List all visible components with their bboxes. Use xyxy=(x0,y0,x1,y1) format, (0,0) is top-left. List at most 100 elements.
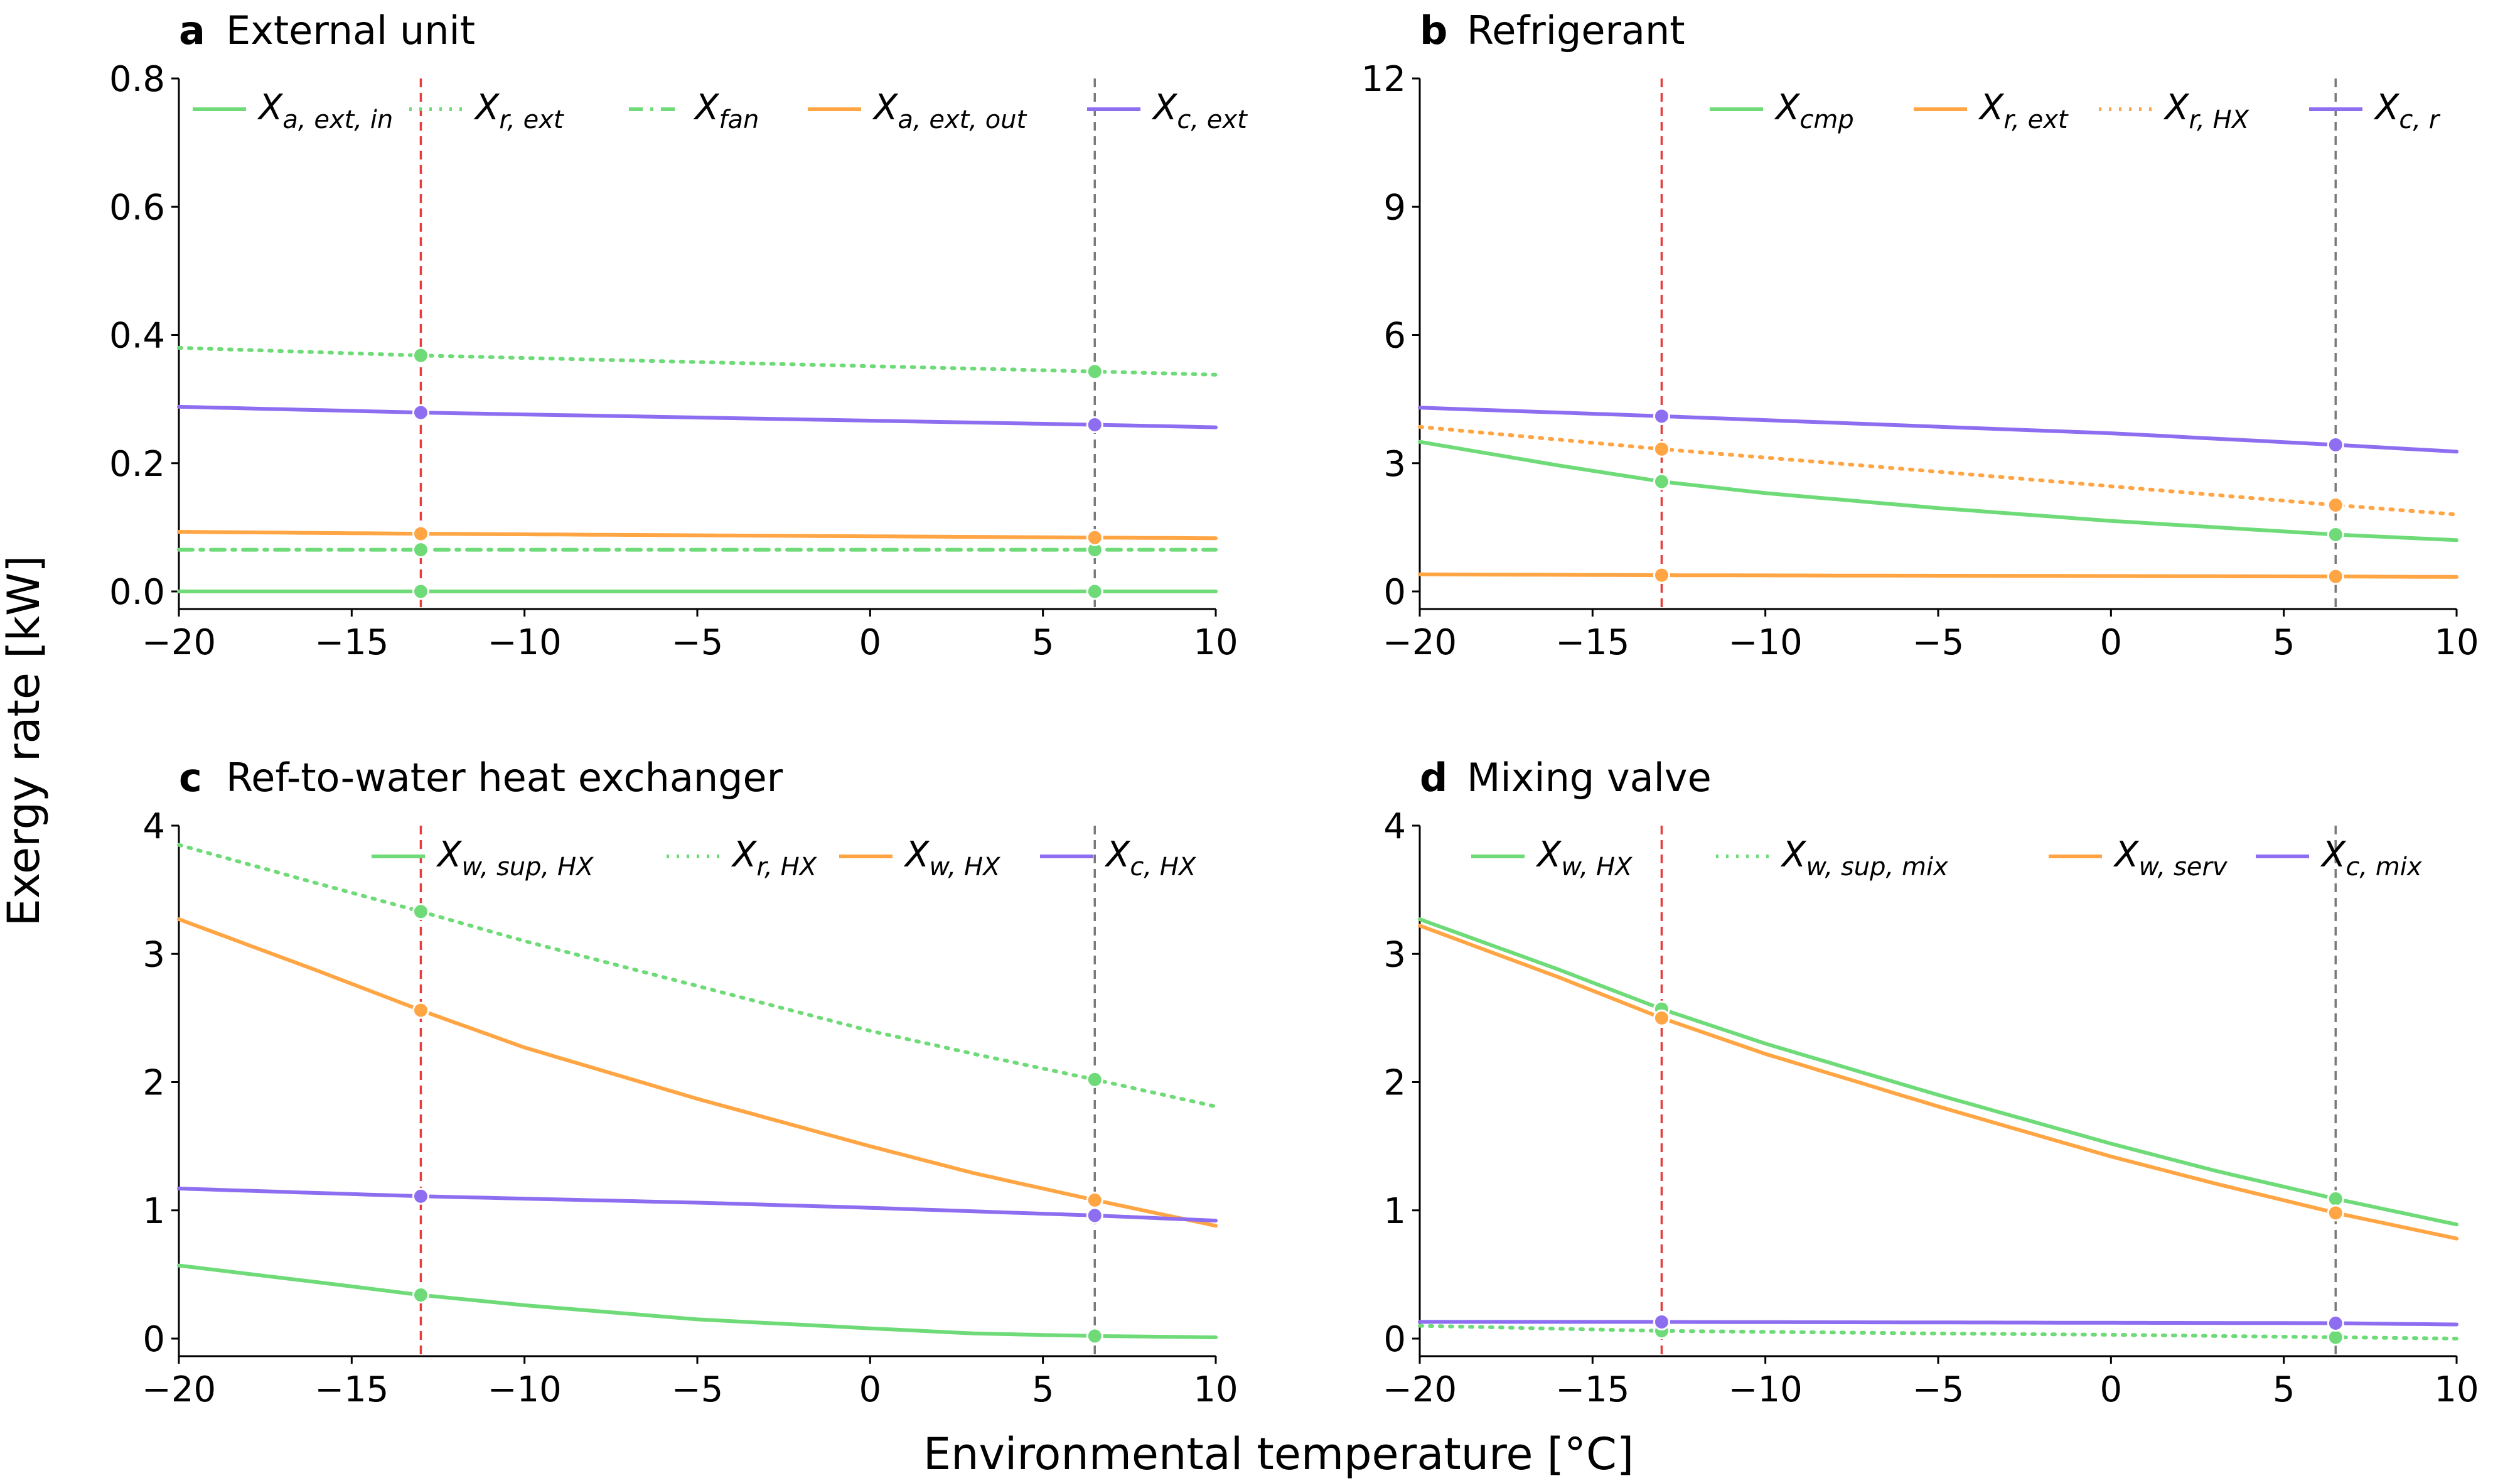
legend-entry: Xa, ext, in xyxy=(193,87,393,134)
x-tick-label: 0 xyxy=(2100,1369,2123,1410)
data-point xyxy=(2327,1190,2344,1207)
y-tick-label: 2 xyxy=(142,1063,165,1104)
panel-title: Refrigerant xyxy=(1467,8,1685,53)
y-tick-label: 0 xyxy=(1383,1319,1406,1360)
series-line-r-HX xyxy=(177,843,1218,1109)
data-point xyxy=(2327,526,2344,543)
x-axis-title: Environmental temperature [°C] xyxy=(923,1428,1634,1480)
data-point xyxy=(412,1286,429,1304)
data-point xyxy=(412,1001,429,1019)
series-line-w-sup-mix xyxy=(1418,1324,2458,1340)
series-line-cmp xyxy=(1418,440,2458,542)
x-tick-label: 10 xyxy=(2434,622,2479,663)
legend-label: Xr, HX xyxy=(731,834,818,882)
panel-letter: a xyxy=(179,8,205,53)
series-line-c-HX xyxy=(177,1187,1218,1223)
y-tick-label: 0.4 xyxy=(109,316,165,357)
legend-entry: Xr, ext xyxy=(409,87,564,134)
legend-label: Xw, sup, HX xyxy=(436,834,594,882)
x-tick-label: 0 xyxy=(2100,622,2123,663)
panel-letter: b xyxy=(1420,8,1447,53)
legend-entry: Xr, ext xyxy=(1914,87,2069,134)
y-tick-label: 0 xyxy=(1383,572,1406,613)
series-line-w-HX xyxy=(177,917,1218,1228)
legend-entry: Xc, HX xyxy=(1040,834,1197,882)
series-line-c-ext xyxy=(177,404,1218,429)
x-tick-label: 10 xyxy=(1193,1369,1238,1410)
legend-entry: Xw, sup, HX xyxy=(372,834,594,882)
x-tick-label: 0 xyxy=(859,1369,882,1410)
series-line-w-HX xyxy=(1418,917,2458,1227)
data-point xyxy=(1086,1207,1103,1224)
panel-title: Mixing valve xyxy=(1467,755,1712,801)
series-line-a-ext-out xyxy=(177,530,1218,541)
y-tick-label: 3 xyxy=(1383,934,1406,975)
data-point xyxy=(2327,1329,2344,1346)
y-tick-label: 0.2 xyxy=(109,444,165,485)
x-tick-label: −15 xyxy=(1555,1369,1629,1410)
y-axis-title: Exergy rate [kW] xyxy=(0,555,50,926)
legend-label: Xr, HX xyxy=(2163,87,2250,134)
panel-c: c Ref-to-water heat exchanger 0 1 2 3 4 −20 −15 −… xyxy=(142,755,1238,1410)
data-point xyxy=(2327,496,2344,514)
x-tick-label: −10 xyxy=(1729,622,1803,663)
y-tick-label: 0.8 xyxy=(109,59,165,100)
legend-label: Xw, serv xyxy=(2113,834,2228,882)
y-tick-label: 9 xyxy=(1383,187,1406,228)
data-point xyxy=(1653,473,1670,490)
data-point xyxy=(412,583,429,600)
series-line-c-r xyxy=(1418,406,2458,454)
data-point xyxy=(1653,407,1670,425)
y-tick-label: 4 xyxy=(1383,806,1406,847)
x-tick-label: 5 xyxy=(2273,622,2295,663)
y-tick-label: 0 xyxy=(142,1319,165,1360)
legend-entry: Xcmp xyxy=(1710,87,1854,134)
legend-label: Xfan xyxy=(693,87,759,134)
x-tick-label: 10 xyxy=(2434,1369,2479,1410)
legend-label: Xcmp xyxy=(1774,87,1854,134)
data-point xyxy=(1086,1070,1103,1088)
series-line-r-HX xyxy=(1418,424,2458,517)
legend-label: Xc, HX xyxy=(1104,834,1197,882)
data-point xyxy=(412,1187,429,1205)
legend-entry: Xfan xyxy=(629,87,759,134)
x-tick-label: −10 xyxy=(1729,1369,1803,1410)
legend-entry: Xc, mix xyxy=(2256,834,2422,882)
panel-title: External unit xyxy=(226,8,475,53)
panel-a: a External unit 0.0 0.2 0.4 0.6 0.8 −20 −15 −10 −5… xyxy=(109,8,1248,663)
x-tick-label: −15 xyxy=(1555,622,1629,663)
panel-d: d Mixing valve 0 1 2 3 4 −20 −15 −10 −5 0 5 10 Xw, HX X… xyxy=(1383,755,2479,1410)
y-tick-label: 1 xyxy=(142,1191,165,1232)
data-point xyxy=(1653,1009,1670,1027)
legend-label: Xw, sup, mix xyxy=(1780,834,1948,882)
data-point xyxy=(2327,568,2344,585)
data-point xyxy=(1086,1191,1103,1209)
y-tick-label: 0.6 xyxy=(109,187,165,228)
y-tick-label: 3 xyxy=(1383,444,1406,485)
legend-entry: Xa, ext, out xyxy=(808,87,1027,134)
legend-label: Xr, ext xyxy=(1978,87,2069,134)
data-point xyxy=(1653,566,1670,584)
data-point xyxy=(412,525,429,542)
y-tick-label: 4 xyxy=(142,806,165,847)
legend-entry: Xw, serv xyxy=(2049,834,2228,882)
data-point xyxy=(1086,363,1103,380)
y-tick-label: 3 xyxy=(142,934,165,975)
x-tick-label: −20 xyxy=(142,622,216,663)
legend-entry: Xr, HX xyxy=(667,834,818,882)
legend-entry: Xc, ext xyxy=(1087,87,1248,134)
y-tick-label: 1 xyxy=(1383,1191,1406,1232)
legend-label: Xw, HX xyxy=(903,834,1001,882)
data-point xyxy=(412,903,429,920)
y-tick-label: 6 xyxy=(1383,316,1406,357)
legend-entry: Xr, HX xyxy=(2099,87,2250,134)
data-point xyxy=(1086,1327,1103,1345)
panel-title: Ref-to-water heat exchanger xyxy=(226,755,783,801)
x-tick-label: −5 xyxy=(1912,622,1965,663)
legend-entry: Xc, r xyxy=(2309,87,2441,134)
data-point xyxy=(2327,436,2344,453)
data-point xyxy=(1653,1313,1670,1330)
x-tick-label: −20 xyxy=(1383,1369,1457,1410)
panel-letter: d xyxy=(1420,755,1447,801)
